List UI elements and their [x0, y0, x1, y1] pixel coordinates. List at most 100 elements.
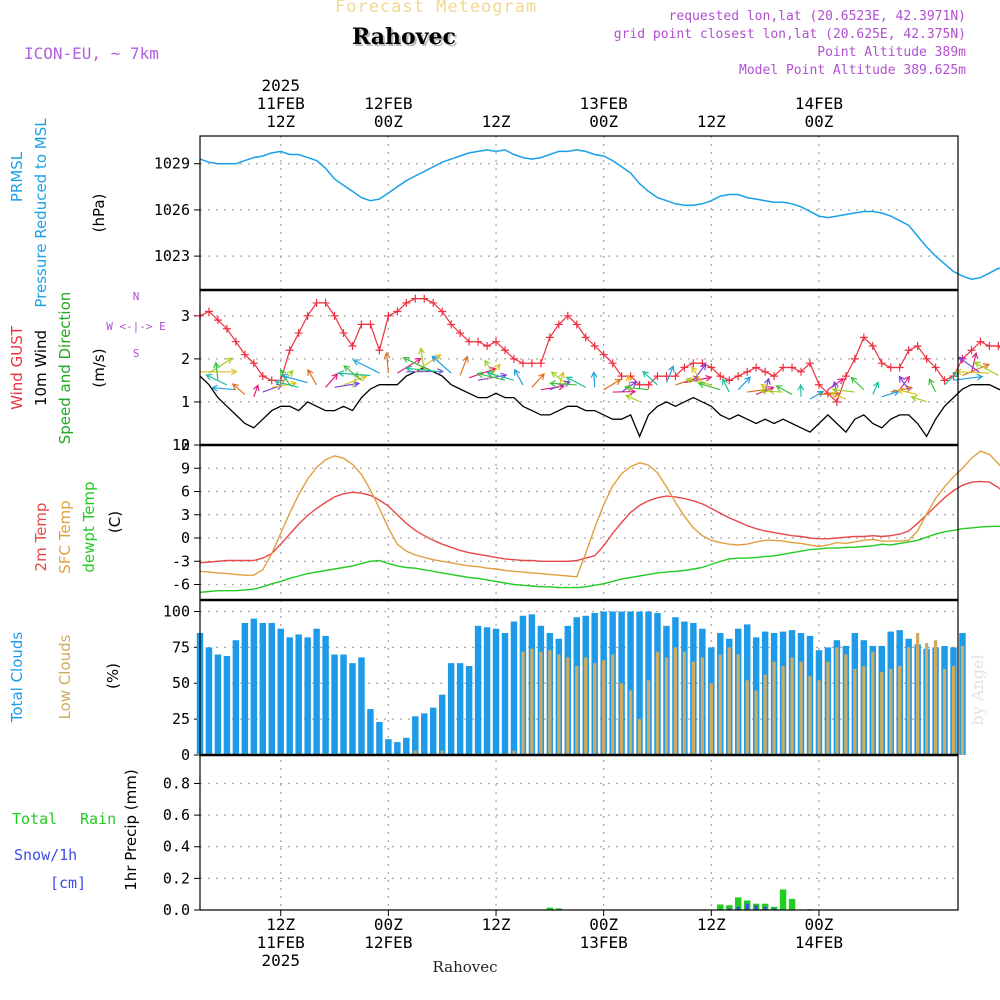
- precip-total-label: Total: [12, 810, 57, 828]
- wind-gust-marker: [483, 341, 492, 350]
- low-clouds-bar: [512, 750, 516, 755]
- y-tick-label-clouds-3: 75: [172, 638, 190, 656]
- bottom-time-label-0-0: 12Z: [266, 915, 295, 934]
- total-clouds-bar: [447, 663, 455, 755]
- top-time-label-5-0: 14FEB: [795, 94, 843, 113]
- total-clouds-bar: [322, 635, 329, 755]
- total-clouds-bar: [304, 637, 311, 755]
- low-clouds-bar: [413, 750, 417, 755]
- rain-bar: [734, 897, 742, 910]
- low-clouds-bar: [548, 650, 552, 755]
- precip-snow-label: Snow/1h: [14, 846, 77, 864]
- total-clouds-bar: [412, 716, 419, 755]
- total-clouds-bar: [510, 621, 518, 755]
- total-clouds-bar: [331, 654, 338, 755]
- total-clouds-bar: [474, 625, 482, 755]
- low-clouds-bar: [727, 647, 731, 755]
- low-clouds-bar: [736, 654, 740, 755]
- wind-gust-marker: [204, 307, 213, 316]
- total-clouds-bar: [232, 640, 240, 755]
- total-clouds-bar: [501, 633, 509, 755]
- y-tick-label-pressure-0: 1023: [154, 247, 190, 265]
- wind-direction-arrow: [590, 370, 598, 388]
- wind-direction-arrow: [200, 368, 238, 376]
- wind-direction-arrow: [383, 351, 391, 374]
- wind-direction-arrow: [231, 383, 246, 395]
- precip-snow-unit-label: [cm]: [50, 874, 86, 892]
- wind-gust-marker: [492, 337, 501, 346]
- wind-gust-marker: [644, 380, 653, 389]
- wind-direction-arrow: [928, 377, 937, 393]
- low-clouds-bar: [440, 750, 444, 755]
- wind-gust-marker: [438, 307, 447, 316]
- total-clouds-bar: [627, 611, 634, 755]
- y-tick-label-pressure-2: 1029: [154, 155, 190, 173]
- wind-10m-label: 10m Wind: [32, 330, 50, 406]
- low-clouds-bar: [709, 683, 713, 755]
- wind-direction-arrow: [213, 361, 220, 381]
- grid-point-coordinates: grid point closest lon,lat (20.625E, 42.…: [613, 27, 966, 42]
- wind-gust-marker: [509, 354, 518, 363]
- total-clouds-bar: [277, 628, 284, 755]
- top-time-label-3-1: 00Z: [589, 112, 618, 131]
- low-clouds-bar: [521, 651, 525, 755]
- y-tick-label-pressure-1: 1026: [154, 201, 190, 219]
- wind-direction-arrow: [540, 383, 566, 391]
- wind-direction-arrow: [280, 369, 294, 386]
- y-tick-label-wind-3: 3: [181, 307, 190, 325]
- low-clouds-bar: [575, 666, 579, 755]
- wind-gust-marker: [402, 298, 411, 307]
- wind-direction-arrow: [973, 361, 999, 376]
- wind-gust-marker: [931, 363, 940, 372]
- wind-gust-marker: [805, 359, 814, 368]
- y-tick-label-temperature-5: 9: [181, 459, 190, 477]
- total-clouds-bar: [205, 647, 213, 755]
- footer-location: Rahovec: [432, 958, 497, 976]
- wind-direction-arrow: [253, 384, 260, 397]
- wind-direction-arrow: [459, 355, 469, 376]
- rain-bars: [546, 889, 814, 910]
- low-clouds-bar: [924, 643, 929, 755]
- wind-gust-series-line: [199, 298, 1000, 403]
- point-altitude: Point Altitude 389m: [817, 45, 966, 60]
- wind-direction-arrow: [685, 377, 712, 386]
- low-clouds-bar: [880, 671, 884, 755]
- bottom-time-label-1-0: 00Z: [374, 915, 403, 934]
- low-clouds-bar: [898, 666, 902, 755]
- wind-unit-label: (m/s): [90, 348, 108, 387]
- snow-bar: [736, 906, 740, 910]
- wind-speed-direction-label: Speed and Direction: [56, 292, 74, 445]
- temp-2m-label: 2m Temp: [32, 503, 50, 572]
- wind-gust-marker: [321, 298, 330, 307]
- compass-north: N: [133, 290, 140, 303]
- wind-gust-marker: [635, 380, 644, 389]
- wind-direction-arrow: [697, 381, 721, 391]
- precip-unit-label: 1hr Precip (mm): [122, 769, 140, 890]
- total-clouds-bar: [438, 694, 446, 755]
- wind-gust-marker: [500, 346, 509, 355]
- total-clouds-bar: [421, 713, 428, 755]
- top-time-label-3-0: 13FEB: [580, 94, 628, 113]
- total-clouds-bar: [358, 657, 365, 755]
- top-time-label-1-0: 12FEB: [364, 94, 412, 113]
- rain-bar: [546, 907, 554, 910]
- wind-gust-marker: [294, 329, 303, 338]
- total-clouds-bar: [403, 737, 410, 755]
- low-clouds-bar: [772, 661, 776, 755]
- temp-2m-series-line: [199, 480, 1000, 564]
- total-clouds-bar: [385, 739, 392, 755]
- low-clouds-bar: [619, 683, 624, 755]
- low-clouds-bar: [942, 668, 947, 755]
- y-tick-label-clouds-1: 25: [172, 710, 190, 728]
- y-tick-label-wind-0: 0: [181, 436, 190, 454]
- wind-gust-marker: [877, 359, 886, 368]
- wind-gust-marker: [303, 311, 312, 320]
- wind-gust-marker: [608, 359, 617, 368]
- wind-gust-marker: [707, 363, 716, 372]
- compass-south: S: [133, 347, 140, 360]
- wind-gust-marker: [231, 337, 240, 346]
- low-clouds-bar: [916, 633, 920, 755]
- y-tick-label-clouds-0: 0: [181, 746, 190, 764]
- y-tick-label-temperature-0: -6: [172, 576, 190, 594]
- wind-gust-marker: [527, 359, 536, 368]
